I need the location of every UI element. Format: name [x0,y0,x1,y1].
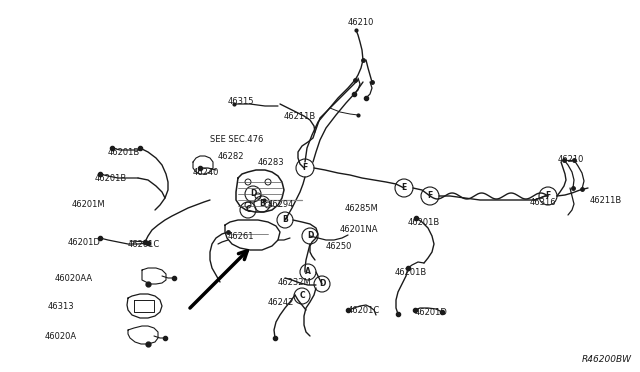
Text: 46020A: 46020A [45,332,77,341]
Text: 46313: 46313 [48,302,75,311]
Text: F: F [545,192,550,201]
Text: 46210: 46210 [558,155,584,164]
Text: 46294: 46294 [268,200,294,209]
Text: 46211B: 46211B [590,196,622,205]
Text: 46201B: 46201B [408,218,440,227]
Text: 46250: 46250 [326,242,353,251]
Text: 46282: 46282 [218,152,244,161]
Text: 46242: 46242 [268,298,294,307]
Text: B: B [282,215,288,224]
Text: F: F [428,192,433,201]
Text: 46211B: 46211B [284,112,316,121]
Text: 46316: 46316 [530,198,557,207]
Text: 46261: 46261 [228,232,255,241]
Text: 46240: 46240 [193,168,220,177]
Text: 46201D: 46201D [68,238,101,247]
Text: F: F [302,164,308,173]
Text: D: D [250,189,256,199]
Text: 46315: 46315 [228,97,255,106]
Text: 46201C: 46201C [128,240,160,249]
Text: 46201M: 46201M [72,200,106,209]
Text: 46020AA: 46020AA [55,274,93,283]
Text: 46201C: 46201C [348,306,380,315]
Text: SEE SEC.476: SEE SEC.476 [210,135,264,144]
Text: 46201B: 46201B [395,268,428,277]
Text: R46200BW: R46200BW [582,355,632,364]
Text: E: E [401,183,406,192]
Text: 46285M: 46285M [345,204,379,213]
Text: C: C [299,292,305,301]
Text: 46201B: 46201B [95,174,127,183]
Text: 46232M: 46232M [278,278,312,287]
Text: 46201B: 46201B [108,148,140,157]
Text: C: C [245,205,251,215]
Text: 46283: 46283 [258,158,285,167]
Text: B: B [259,199,265,208]
Text: 46201D: 46201D [415,308,448,317]
Text: D: D [307,231,313,241]
Text: 46210: 46210 [348,18,374,27]
Text: A: A [305,267,311,276]
Text: 46201NA: 46201NA [340,225,378,234]
Text: D: D [319,279,325,289]
